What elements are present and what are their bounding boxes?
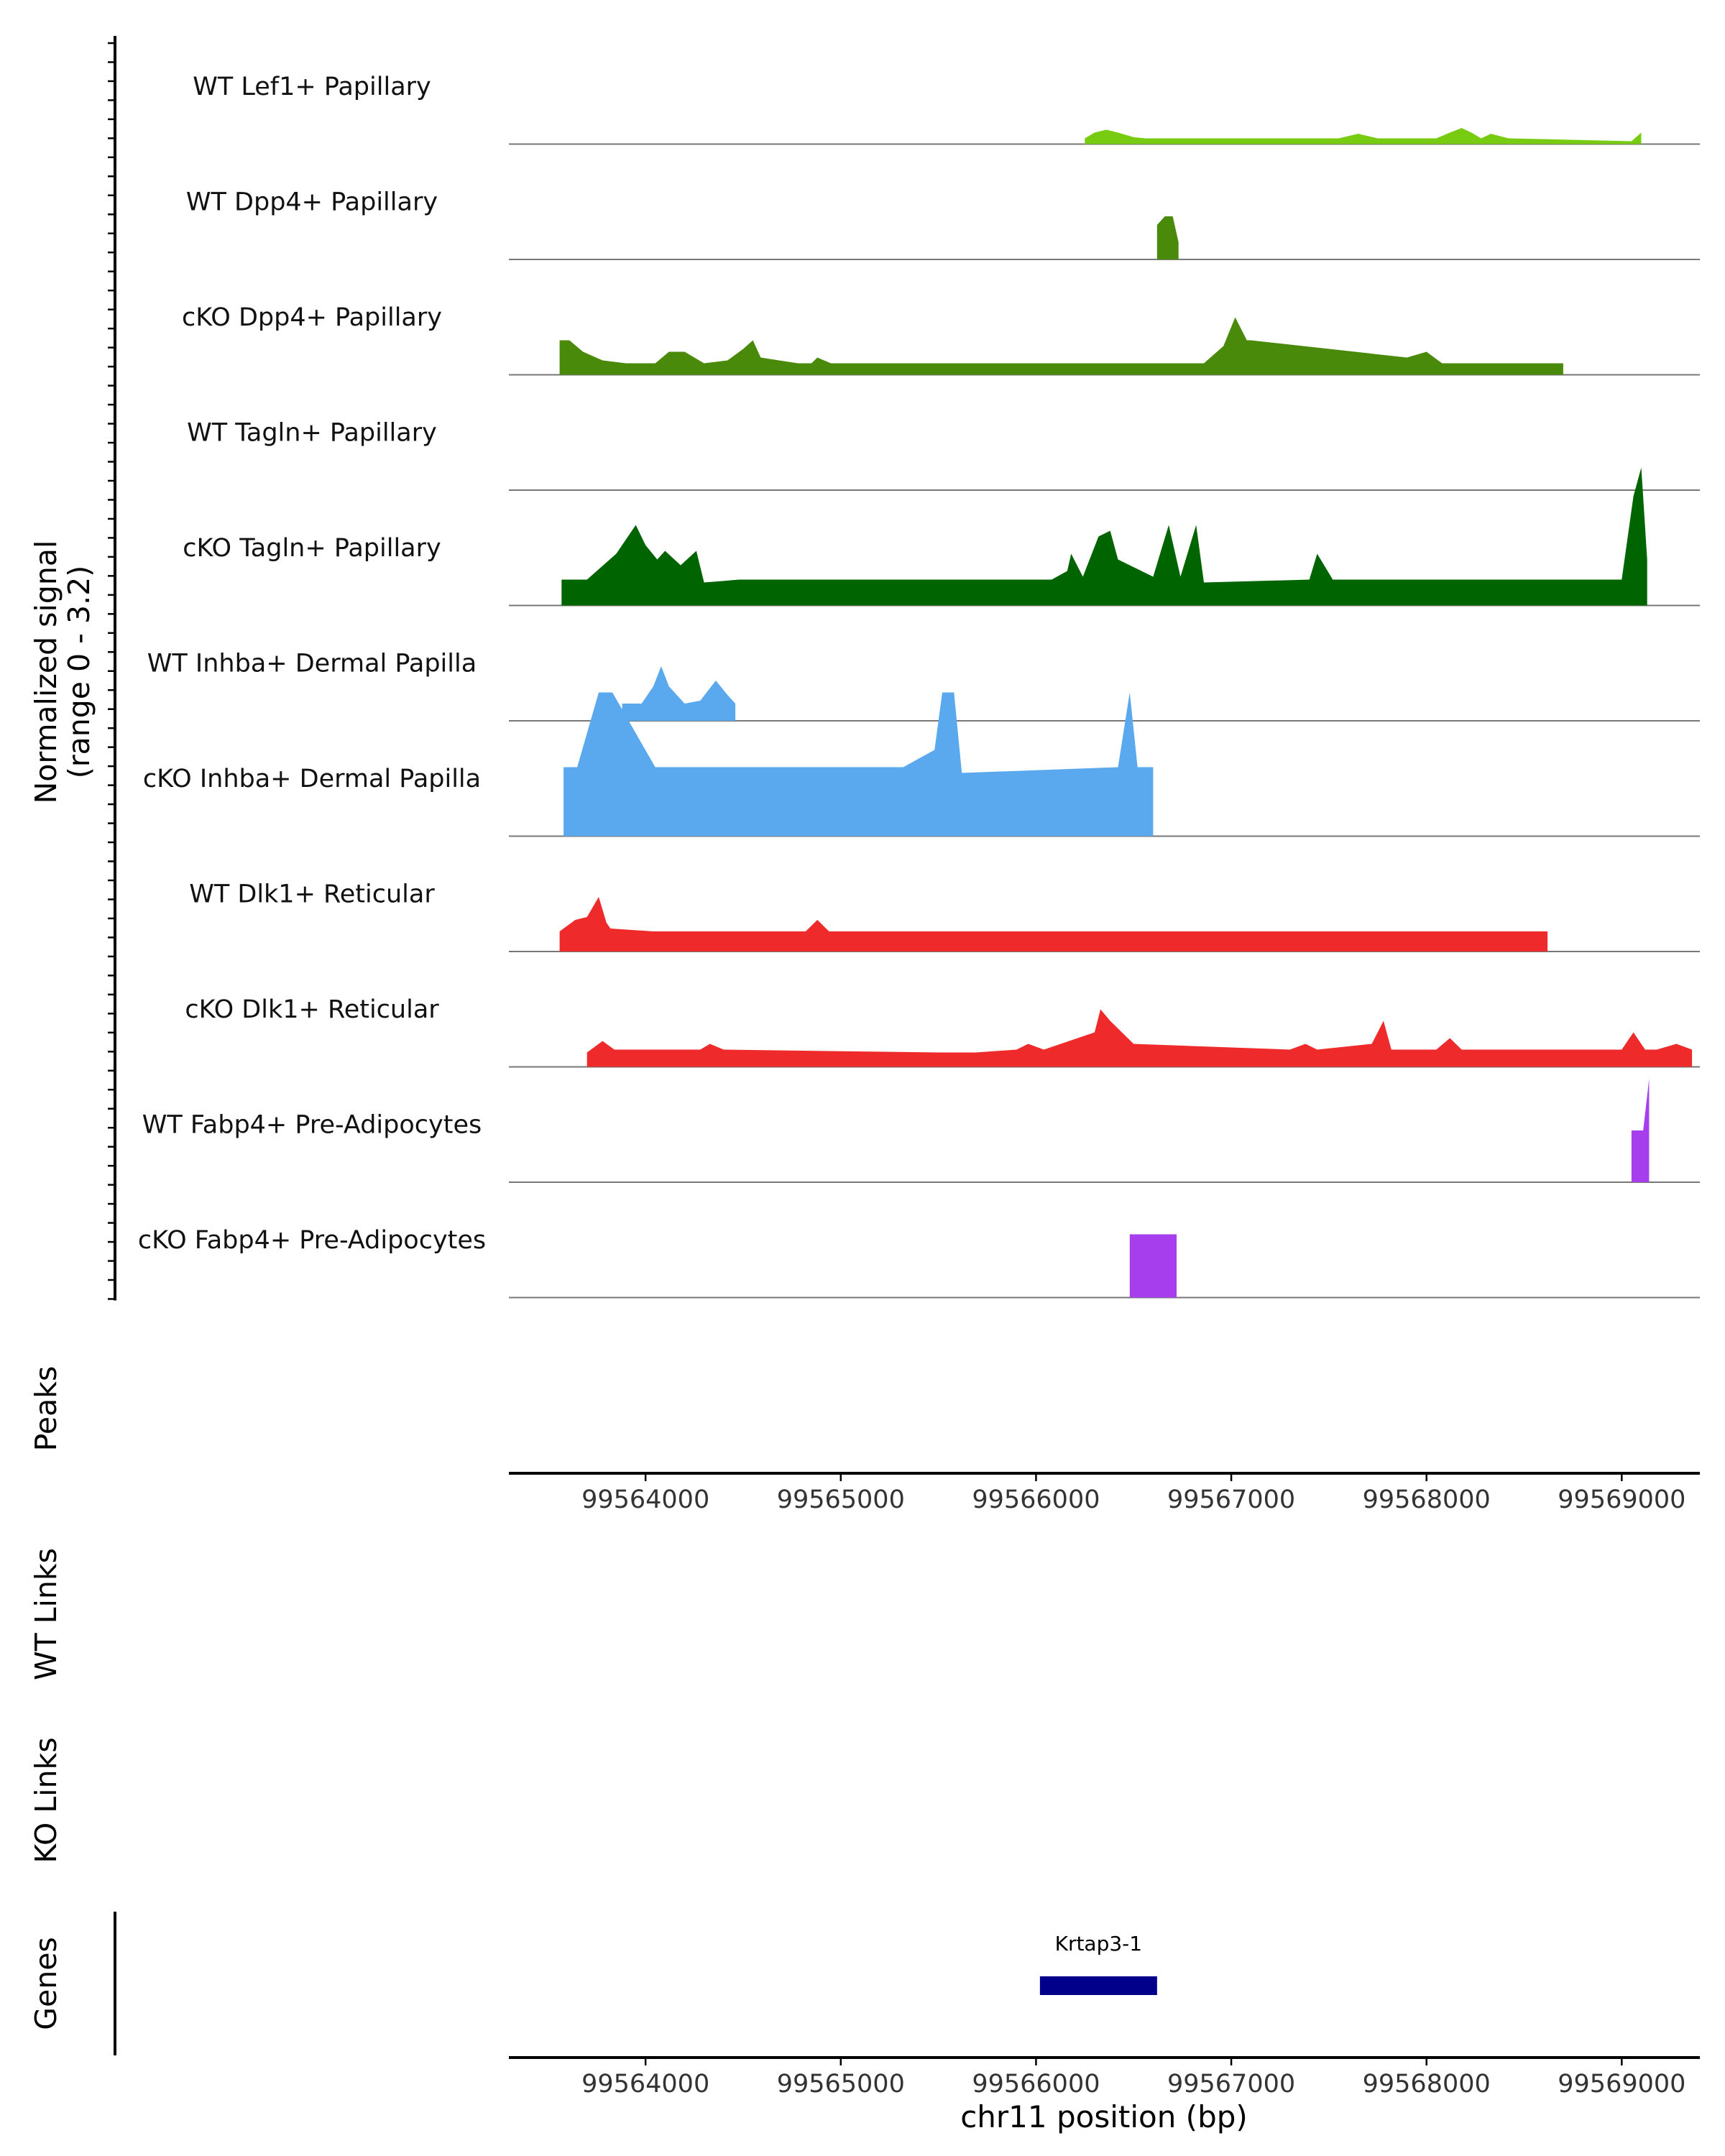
track-8: WT Dlk1+ Reticular — [189, 880, 1700, 952]
x-tick-label: 99568000 — [1363, 1485, 1491, 1514]
track-signal — [1156, 216, 1179, 259]
x-tick-label: 99567000 — [1167, 2070, 1295, 2099]
y-axis-label-line1: Normalized signal — [29, 540, 63, 804]
x-tick-label: 99566000 — [972, 1485, 1100, 1514]
x-tick-label: 99564000 — [581, 1485, 709, 1514]
track-label: cKO Dlk1+ Reticular — [185, 995, 439, 1024]
track-label: WT Fabp4+ Pre-Adipocytes — [142, 1111, 482, 1140]
track-label: cKO Dpp4+ Papillary — [182, 303, 442, 332]
peaks-x-axis: 99564000 99565000 99566000 99567000 99568000… — [509, 1472, 1700, 1514]
track-signal — [622, 666, 736, 721]
x-tick-label: 99569000 — [1558, 1485, 1685, 1514]
gene-feature: Krtap3-1 — [1039, 1932, 1157, 1995]
track-10: WT Fabp4+ Pre-Adipocytes — [142, 1079, 1700, 1183]
track-signal — [559, 317, 1563, 375]
track-11: cKO Fabp4+ Pre-Adipocytes — [138, 1226, 1700, 1299]
track-5: cKO Tagln+ Papillary — [183, 467, 1700, 607]
x-tick-label: 99564000 — [581, 2070, 709, 2099]
track-label: WT Dlk1+ Reticular — [189, 880, 435, 909]
x-tick-label: 99566000 — [972, 2070, 1100, 2099]
track-label: WT Dpp4+ Papillary — [186, 188, 438, 217]
y-axis-label-line2: (range 0 - 3.2) — [62, 566, 96, 778]
track-2: WT Dpp4+ Papillary — [186, 188, 1700, 260]
genes-x-axis: 99564000 99565000 99566000 99567000 99568000… — [509, 2056, 1700, 2099]
x-tick-label: 99565000 — [777, 2070, 905, 2099]
track-label: cKO Fabp4+ Pre-Adipocytes — [138, 1226, 486, 1255]
track-4: WT Tagln+ Papillary — [187, 419, 1700, 491]
track-signal — [561, 467, 1647, 606]
track-3: cKO Dpp4+ Papillary — [182, 303, 1700, 376]
peaks-panel-label: Peaks — [29, 1366, 63, 1452]
track-label: WT Lef1+ Papillary — [193, 73, 431, 101]
ko-links-panel-label: KO Links — [29, 1737, 63, 1863]
gene-label: Krtap3-1 — [1055, 1932, 1143, 1955]
signal-y-axis — [108, 36, 116, 1301]
track-9: cKO Dlk1+ Reticular — [185, 995, 1700, 1068]
track-label: WT Inhba+ Dermal Papilla — [147, 650, 477, 678]
track-signal — [1129, 1234, 1177, 1298]
wt-links-panel-label: WT Links — [29, 1548, 63, 1680]
track-1: WT Lef1+ Papillary — [193, 73, 1700, 145]
track-6: WT Inhba+ Dermal Papilla — [147, 650, 1700, 722]
x-tick-label: 99568000 — [1363, 2070, 1491, 2099]
track-label: WT Tagln+ Papillary — [187, 419, 437, 448]
gene-body — [1039, 1976, 1157, 1995]
track-signal — [586, 1009, 1693, 1067]
genes-panel-label: Genes — [29, 1937, 63, 2030]
track-signal — [559, 897, 1548, 952]
x-tick-label: 99565000 — [777, 1485, 905, 1514]
x-axis-title: chr11 position (bp) — [960, 2099, 1248, 2134]
x-tick-label: 99567000 — [1167, 1485, 1295, 1514]
track-signal — [1085, 128, 1642, 144]
x-tick-label: 99569000 — [1558, 2070, 1685, 2099]
coverage-tracks: WT Lef1+ Papillary WT Dpp4+ Papillary cKO … — [138, 73, 1700, 1299]
gene-annotations: Krtap3-1 — [1039, 1932, 1157, 1995]
track-7: cKO Inhba+ Dermal Papilla — [143, 692, 1700, 837]
track-label: cKO Inhba+ Dermal Papilla — [143, 765, 481, 793]
track-signal — [564, 692, 1154, 837]
track-label: cKO Tagln+ Papillary — [183, 534, 441, 563]
track-signal — [1631, 1079, 1650, 1182]
